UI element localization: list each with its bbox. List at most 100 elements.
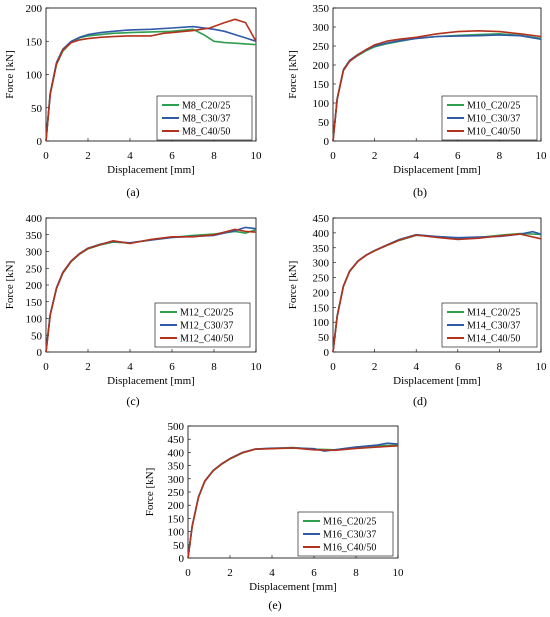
y-tick-label: 50: [31, 103, 43, 115]
x-tick-label: 8: [211, 361, 217, 373]
y-axis-title: Force [kN]: [4, 261, 16, 310]
y-tick-label: 100: [313, 98, 330, 110]
legend-entry: M16_C30/37: [323, 530, 376, 541]
legend-entry: M8_C40/50: [182, 127, 230, 138]
legend: M14_C20/25 M14_C30/37 M14_C40/50: [441, 302, 538, 348]
legend-box: [441, 95, 538, 141]
panel-label: (b): [413, 185, 427, 199]
x-tick-label: 8: [211, 150, 217, 162]
legend-entry: M12_C30/37: [180, 321, 233, 332]
chart-panel-3: 0 50 100 150 200 250 300 350 400 0 2 4 6 8 10 Displacem…: [4, 213, 262, 408]
y-tick-label: 250: [168, 487, 185, 499]
y-tick-label: 100: [168, 527, 185, 539]
series-line-3: [45, 228, 257, 353]
x-tick-label: 6: [169, 361, 175, 373]
y-tick-label: 250: [313, 273, 330, 285]
x-tick-label: 2: [372, 150, 378, 162]
legend: M10_C20/25 M10_C30/37 M10_C40/50: [441, 95, 538, 141]
chart-panel-2: 0 50 100 150 200 250 300 350 0 2 4 6 8 10 Displacement…: [287, 3, 547, 199]
panel-label: (a): [126, 185, 139, 199]
legend: M12_C20/25 M12_C30/37 M12_C40/50: [154, 302, 251, 348]
x-tick-label: 0: [330, 150, 336, 162]
y-axis-title: Force [kN]: [144, 468, 156, 517]
y-tick-label: 100: [26, 70, 43, 82]
y-tick-label: 150: [313, 302, 330, 314]
y-tick-label: 500: [168, 421, 185, 433]
x-tick-label: 4: [413, 150, 419, 162]
y-tick-label: 100: [313, 317, 330, 329]
x-tick-label: 4: [269, 567, 275, 579]
y-tick-label: 200: [168, 500, 185, 512]
x-tick-label: 6: [169, 150, 175, 162]
x-tick-label: 8: [497, 361, 503, 373]
panel-label: (c): [126, 394, 139, 408]
series-line-3: [332, 233, 542, 353]
series-line-3: [187, 445, 399, 559]
y-tick-label: 350: [26, 230, 43, 242]
legend-entry: M12_C20/25: [180, 308, 233, 319]
y-tick-label: 200: [26, 3, 43, 15]
x-tick-label: 10: [251, 150, 263, 162]
panel-label: (e): [268, 598, 281, 612]
y-tick-label: 0: [37, 347, 43, 359]
chart-panel-1: 0 50 100 150 200 0 2 4 6 8 10 Displacement [mm] Forc…: [4, 3, 262, 199]
x-tick-label: 0: [330, 361, 336, 373]
x-tick-label: 4: [413, 361, 419, 373]
y-tick-label: 50: [173, 540, 185, 552]
x-tick-label: 2: [85, 361, 91, 373]
x-tick-label: 2: [85, 150, 91, 162]
x-tick-label: 8: [353, 567, 359, 579]
y-tick-label: 300: [313, 258, 330, 270]
legend: M8_C20/25 M8_C30/37 M8_C40/50: [156, 95, 253, 141]
legend-entry: M10_C40/50: [467, 127, 520, 138]
x-axis-title: Displacement [mm]: [393, 164, 481, 176]
y-tick-label: 0: [324, 347, 330, 359]
panel-label: (d): [413, 394, 427, 408]
x-tick-label: 2: [227, 567, 233, 579]
y-tick-label: 350: [168, 461, 185, 473]
y-tick-label: 350: [313, 243, 330, 255]
y-tick-label: 150: [168, 513, 185, 525]
y-tick-label: 50: [318, 117, 330, 129]
x-tick-label: 0: [43, 361, 49, 373]
y-tick-label: 250: [313, 41, 330, 53]
y-tick-label: 300: [168, 474, 185, 486]
y-tick-label: 150: [313, 79, 330, 91]
legend-entry: M10_C20/25: [467, 101, 520, 112]
x-tick-label: 10: [393, 567, 405, 579]
legend-entry: M8_C20/25: [182, 101, 230, 112]
y-tick-label: 250: [26, 263, 43, 275]
y-tick-label: 400: [26, 213, 43, 225]
y-tick-label: 150: [26, 297, 43, 309]
x-tick-label: 4: [127, 361, 133, 373]
plot-frame: [332, 7, 542, 142]
series-line-3: [332, 29, 542, 142]
y-tick-label: 400: [168, 447, 185, 459]
y-axis-title: Force [kN]: [287, 50, 299, 99]
y-tick-label: 100: [26, 314, 43, 326]
y-tick-label: 0: [324, 136, 330, 148]
x-tick-label: 6: [455, 361, 461, 373]
series-line-3: [45, 18, 257, 142]
plot-frame: [332, 217, 542, 353]
legend-entry: M10_C30/37: [467, 114, 520, 125]
y-tick-label: 300: [313, 22, 330, 34]
legend-entry: M12_C40/50: [180, 334, 233, 345]
y-tick-label: 0: [179, 553, 185, 565]
x-tick-label: 6: [455, 150, 461, 162]
x-tick-label: 4: [127, 150, 133, 162]
y-tick-label: 50: [31, 330, 43, 342]
legend-entry: M14_C30/37: [467, 321, 520, 332]
y-axis-title: Force [kN]: [4, 50, 16, 99]
x-tick-label: 10: [251, 361, 263, 373]
legend-entry: M14_C20/25: [467, 308, 520, 319]
x-tick-label: 0: [185, 567, 191, 579]
legend-entry: M16_C40/50: [323, 543, 376, 554]
x-tick-label: 8: [497, 150, 503, 162]
chart-panel-4: 0 50 100 150 200 250 300 350 400 450 0 2 4 6 8 10 Displa…: [287, 213, 547, 408]
legend-entry: M8_C30/37: [182, 114, 230, 125]
y-tick-label: 450: [313, 213, 330, 225]
legend-entry: M14_C40/50: [467, 334, 520, 345]
y-axis-title: Force [kN]: [287, 261, 299, 310]
